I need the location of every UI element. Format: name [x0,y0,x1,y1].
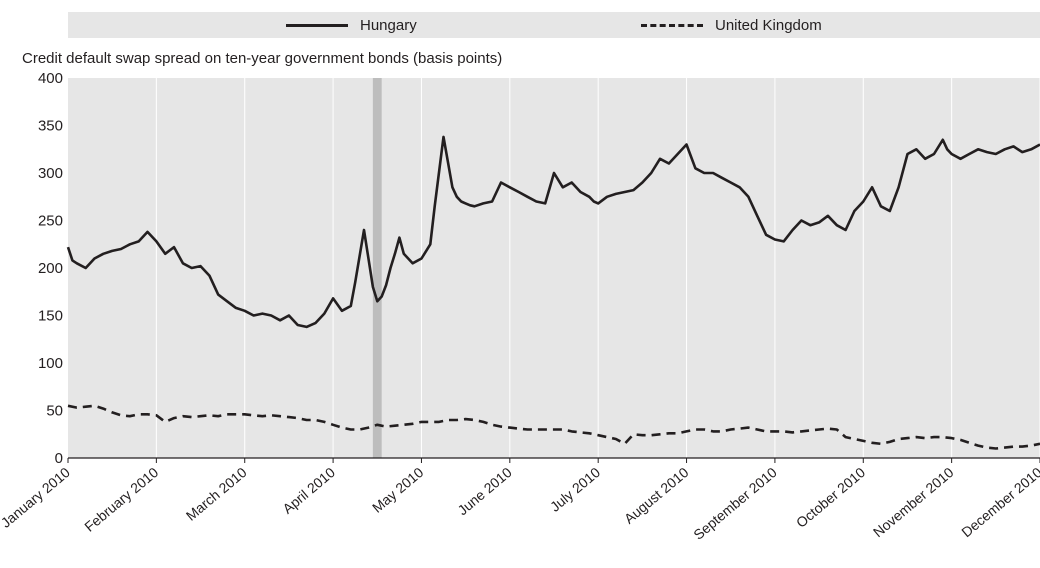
x-tick-label: March 2010 [183,464,250,524]
y-tick-label: 50 [46,403,63,420]
legend-swatch-dashed [641,23,703,27]
y-tick-label: 200 [38,260,63,277]
x-tick-label: December 2010 [958,464,1040,540]
y-tick-label: 350 [38,118,63,135]
x-tick-label: February 2010 [81,464,161,535]
x-tick-label: April 2010 [279,464,338,517]
x-tick-label: January 2010 [0,464,73,531]
x-tick-label: August 2010 [621,464,692,527]
y-axis-label: Credit default swap spread on ten-year g… [22,50,503,67]
x-tick-label: May 2010 [369,464,427,516]
y-tick-label: 100 [38,355,63,372]
y-tick-label: 250 [38,213,63,230]
x-tick-label: September 2010 [690,464,780,543]
x-tick-label: July 2010 [547,464,603,515]
series-line-united-kingdom [67,404,1040,450]
chart-legend: Hungary United Kingdom [68,12,1040,38]
x-tick-label: June 2010 [454,464,515,518]
legend-label-hungary: Hungary [360,16,417,34]
legend-item-united-kingdom: United Kingdom [641,12,822,38]
legend-swatch-solid [286,23,348,27]
legend-item-hungary: Hungary [286,12,417,38]
y-tick-label: 150 [38,308,63,325]
y-tick-label: 400 [38,70,63,87]
plot-area [68,78,1040,458]
y-tick-label: 300 [38,165,63,182]
x-tick-label: October 2010 [793,464,868,531]
legend-label-united-kingdom: United Kingdom [715,16,822,34]
y-tick-label: 0 [55,450,63,467]
series-line-hungary [66,135,1040,329]
highlight-band [372,78,382,458]
x-tick-label: November 2010 [870,464,957,540]
